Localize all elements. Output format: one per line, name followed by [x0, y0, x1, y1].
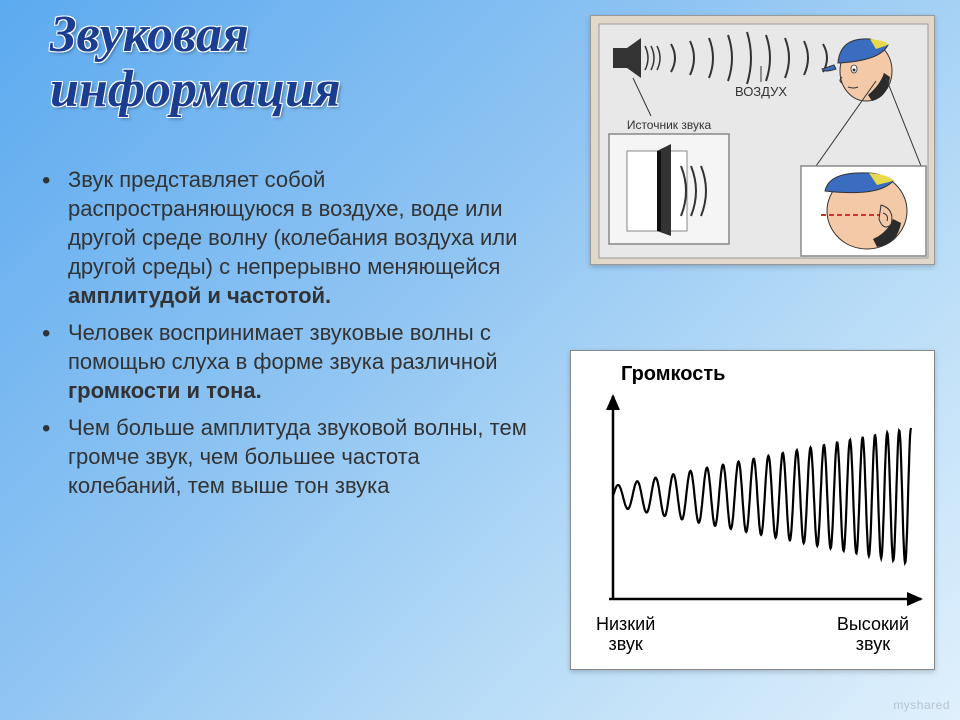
- sound-propagation-diagram: ВОЗДУХ Источник звука: [590, 15, 935, 265]
- title-line2: информация: [50, 61, 341, 118]
- list-item: Звук представляет собой распространяющую…: [30, 165, 530, 310]
- bullet-bold: громкости и тона.: [68, 378, 262, 403]
- chart-xlabel-left: Низкий звук: [596, 614, 655, 655]
- list-item: Чем больше амплитуда звуковой волны, тем…: [30, 413, 530, 500]
- slide-title: Звуковая информация: [50, 8, 341, 117]
- bullet-text: Чем больше амплитуда звуковой волны, тем…: [68, 415, 527, 498]
- chart-y-label: Громкость: [621, 363, 725, 386]
- chart-xlabel-right: Высокий звук: [837, 614, 909, 655]
- list-item: Человек воспринимает звуковые волны с по…: [30, 318, 530, 405]
- title-line1: Звуковая: [50, 6, 249, 63]
- loudness-chart: Громкость Низкий звук Высокий звук: [570, 350, 935, 670]
- bullet-text: Человек воспринимает звуковые волны с по…: [68, 320, 498, 374]
- chart-svg: [571, 351, 936, 631]
- svg-text:ВОЗДУХ: ВОЗДУХ: [735, 84, 787, 99]
- bullet-bold: амплитудой и частотой.: [68, 283, 331, 308]
- bullet-text: Звук представляет собой распространяющую…: [68, 167, 517, 279]
- diagram-svg: ВОЗДУХ Источник звука: [591, 16, 936, 266]
- watermark: myshared: [893, 698, 950, 712]
- bullet-list: Звук представляет собой распространяющую…: [30, 165, 530, 508]
- svg-text:Источник звука: Источник звука: [627, 118, 712, 132]
